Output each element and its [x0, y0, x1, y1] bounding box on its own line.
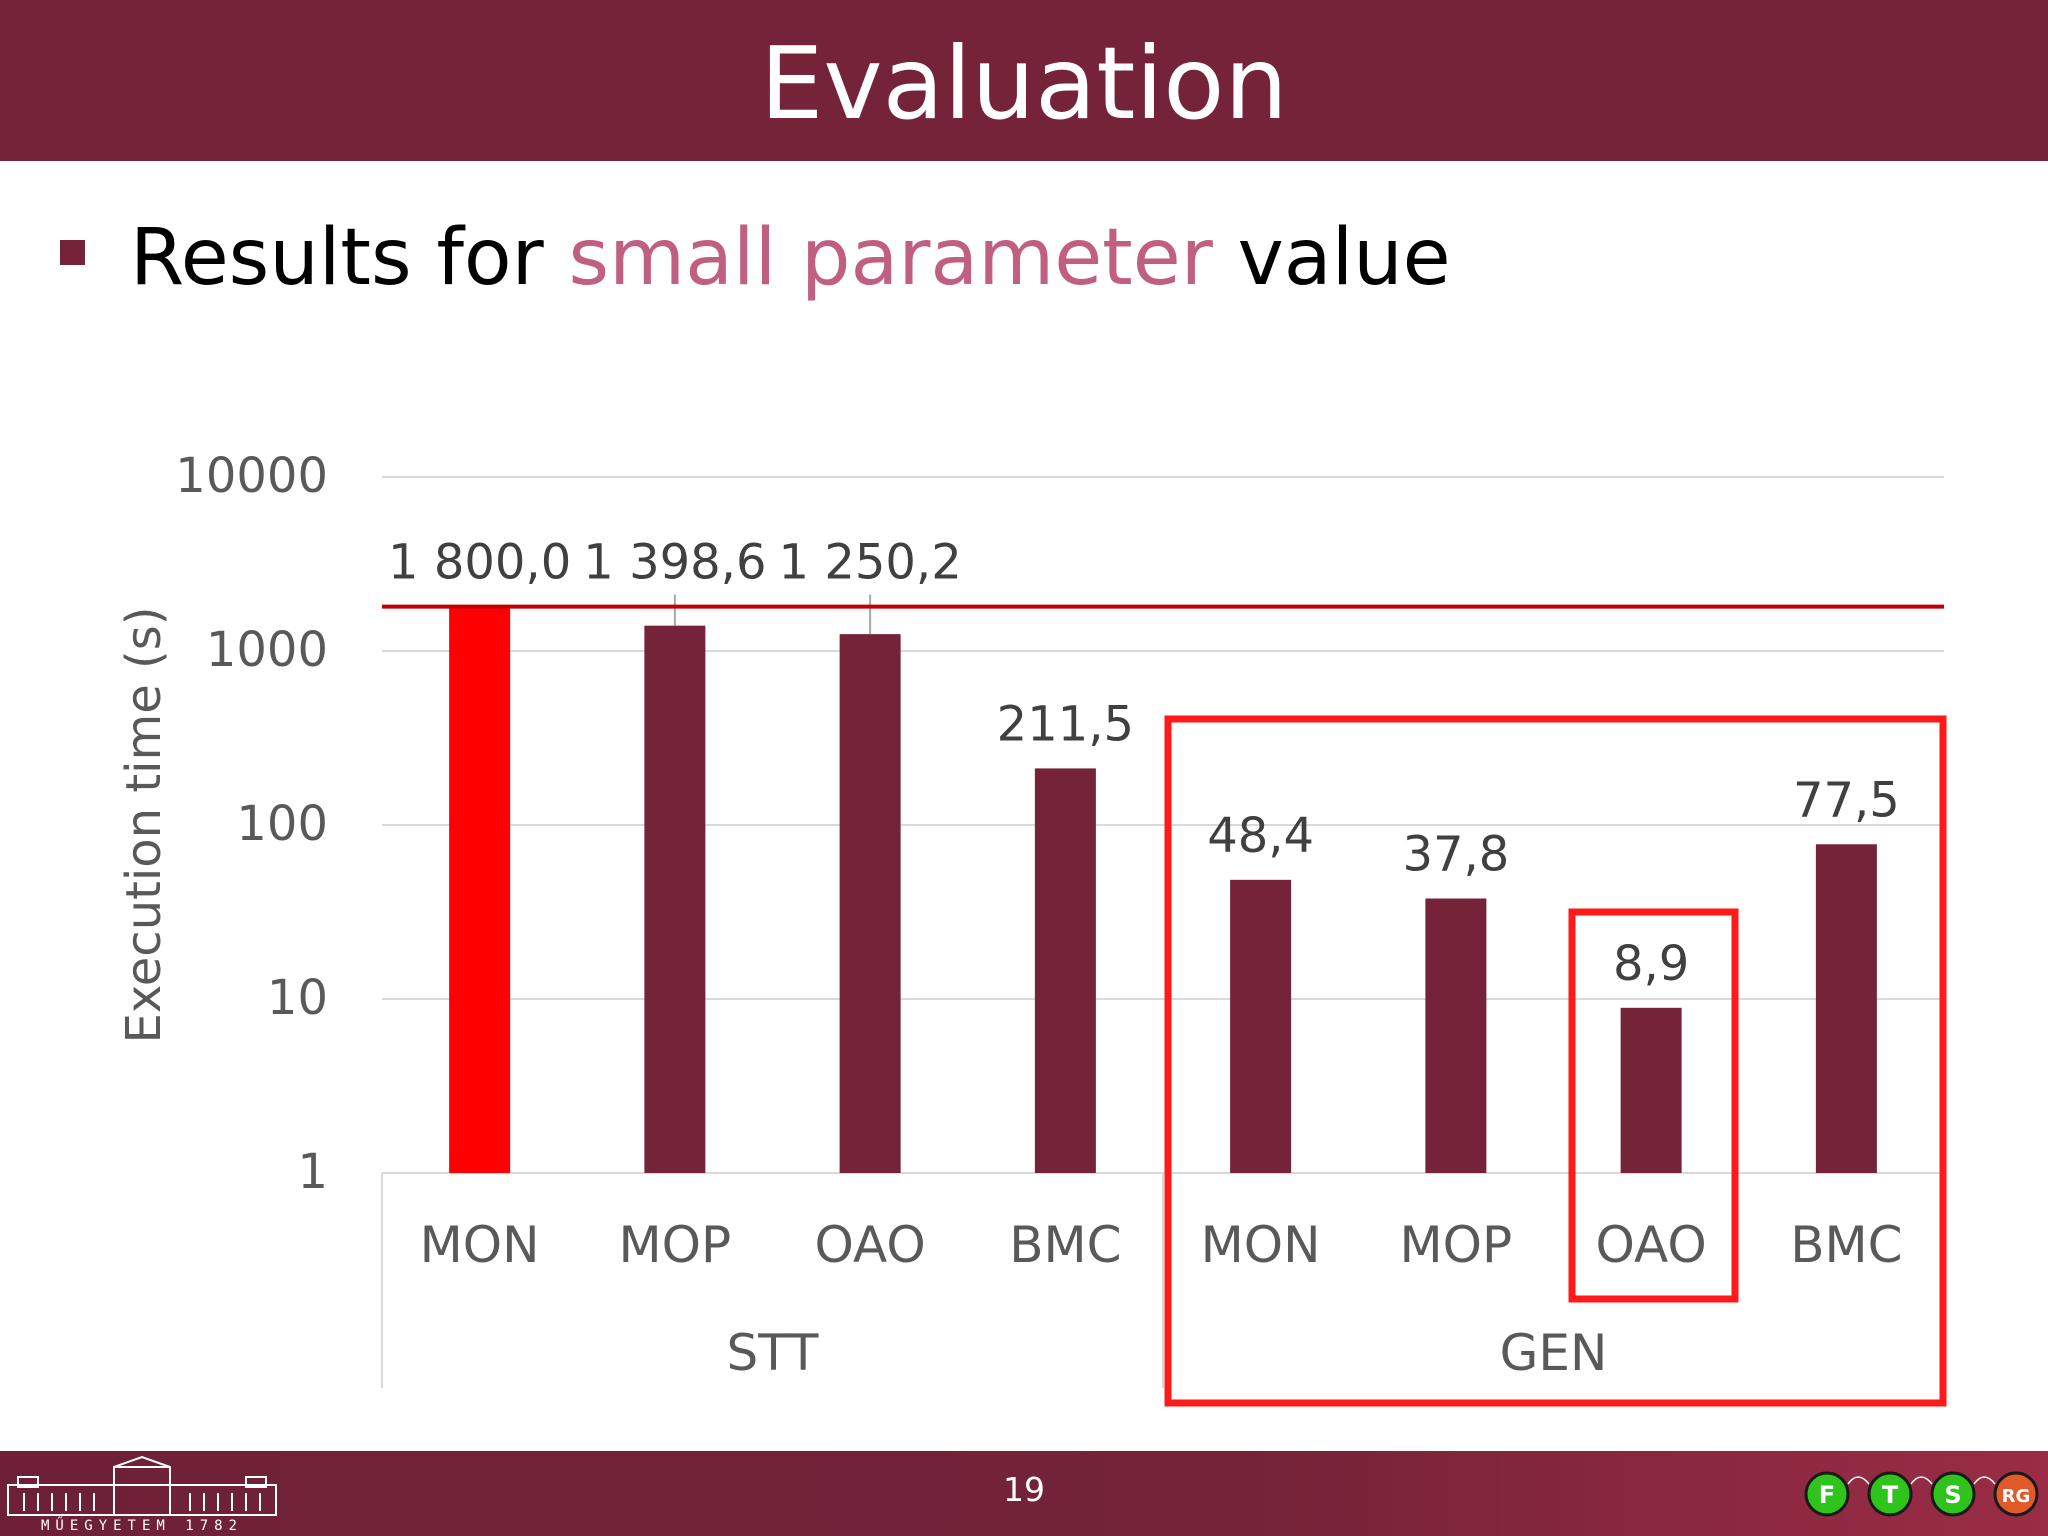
- title-bar: [0, 0, 2048, 161]
- y-tick-label: 10000: [175, 448, 328, 504]
- data-label: 48,4: [1207, 808, 1314, 864]
- y-tick-label: 1: [297, 1144, 328, 1200]
- y-tick-label: 1000: [206, 622, 328, 678]
- data-label: 211,5: [997, 696, 1134, 752]
- x-category-label: BMC: [1790, 1216, 1902, 1274]
- bar: [1425, 898, 1487, 1173]
- y-tick-label: 10: [267, 970, 328, 1026]
- university-logo: MŰEGYETEM 1782: [7, 1455, 277, 1533]
- bullet-marker: [60, 240, 85, 265]
- data-label: 8,9: [1613, 936, 1689, 992]
- x-category-label: OAO: [815, 1216, 926, 1274]
- ftsrg-logo-letter-f: F: [1819, 1481, 1835, 1509]
- ftsrg-logo-letter-rg: RG: [2002, 1486, 2031, 1507]
- page-number: 19: [1003, 1470, 1045, 1509]
- bar: [1815, 844, 1877, 1173]
- bar: [644, 625, 706, 1173]
- bullet-text-highlight: small parameter: [568, 213, 1213, 303]
- bullet-text-after: value: [1212, 213, 1451, 303]
- data-label: 1 398,6: [583, 535, 766, 591]
- highlight-box-oao: [1568, 908, 1739, 1303]
- x-category-label: MOP: [1400, 1216, 1513, 1274]
- x-group-label: STT: [727, 1324, 819, 1382]
- bar: [1230, 879, 1292, 1173]
- y-axis-label: Execution time (s): [116, 607, 172, 1044]
- bullet-text-before: Results for: [130, 213, 569, 303]
- x-category-label: MON: [1201, 1216, 1321, 1274]
- ftsrg-logo-letter-s: S: [1944, 1481, 1961, 1509]
- ftsrg-logo-letter-t: T: [1882, 1481, 1899, 1509]
- x-category-label: MON: [420, 1216, 540, 1274]
- university-logo-text: MŰEGYETEM 1782: [41, 1516, 243, 1533]
- x-group-label: GEN: [1500, 1324, 1608, 1382]
- x-category-label: BMC: [1009, 1216, 1121, 1274]
- execution-time-chart: 1 10 100 1000 10000 Execution time (s) 1 800,0…: [116, 448, 1947, 1407]
- x-category-label: MOP: [619, 1216, 732, 1274]
- slide-title: Evaluation: [760, 25, 1288, 142]
- data-label: 1 250,2: [779, 535, 962, 591]
- bar: [449, 606, 511, 1173]
- y-tick-label: 100: [236, 796, 328, 852]
- footer-bar: [0, 1451, 2048, 1536]
- bar: [839, 634, 901, 1173]
- data-label: 37,8: [1402, 827, 1509, 883]
- data-label: 77,5: [1793, 772, 1900, 828]
- bar: [1620, 1007, 1682, 1173]
- bullet-text: Results for small parameter value: [130, 208, 1451, 308]
- highlight-box-gen: [1164, 715, 1947, 1407]
- data-label: 1 800,0: [388, 535, 571, 591]
- x-category-label: OAO: [1596, 1216, 1707, 1274]
- ftsrg-logo: F T S RG: [1804, 1471, 2039, 1517]
- bar: [1034, 768, 1096, 1173]
